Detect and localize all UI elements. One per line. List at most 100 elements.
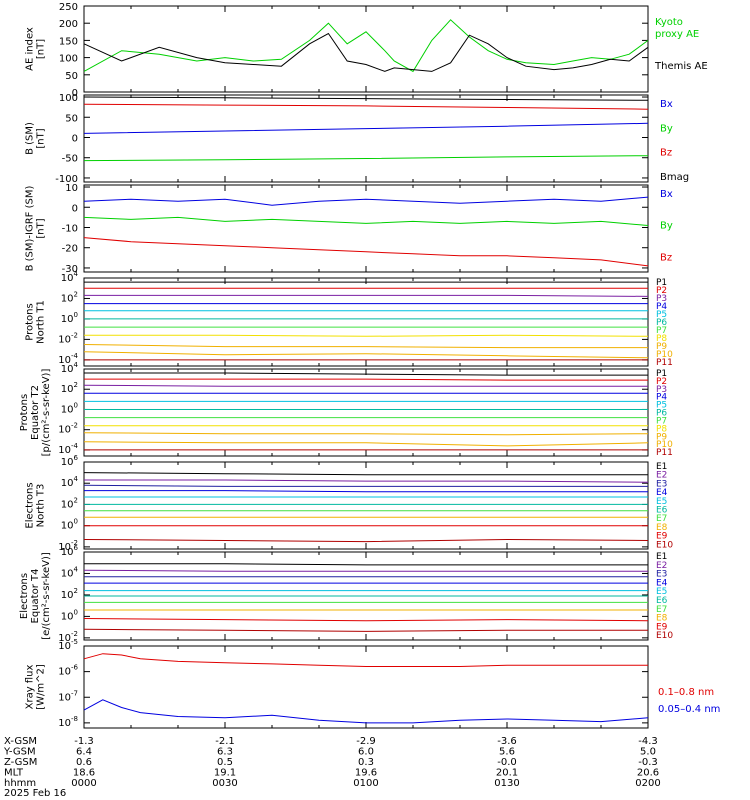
legend-label: E6 — [656, 596, 668, 606]
legend-label: E5 — [656, 497, 667, 507]
series-line-E1 — [83, 472, 648, 476]
series-line-P10 — [83, 441, 649, 447]
legend-label: P3 — [656, 294, 667, 304]
series-line-P3 — [84, 294, 649, 297]
y-axis-label: AE index — [25, 27, 36, 71]
series-line-Bmag — [83, 96, 649, 101]
footer-orbit-labels: X-GSM -1.3 -2.1 -2.9 -3.6 -4.3 Y-GSM 6.4 6.3 6.0 5… — [3, 736, 661, 799]
y-tick-label: 104 — [61, 270, 79, 284]
panel-bigrf: -30 -20 -10 0 10 B (SM)-IGRF (SM) [nT] Bx By Bz — [25, 183, 673, 275]
panel-bsm: -100 -50 0 50 100 B (SM) [nT] Bx By Bz Bmag — [25, 93, 690, 185]
y-tick-exponent: -2 — [71, 630, 78, 638]
footer-value: 0.5 — [217, 757, 233, 768]
y-tick-label: 0 — [72, 88, 78, 99]
legend-label: P7 — [656, 326, 667, 336]
series-line-0-1-0-8-nm — [83, 653, 648, 667]
footer-value: -0.3 — [638, 757, 658, 768]
series-line-E4 — [84, 490, 648, 493]
y-tick-exponent: -6 — [71, 664, 79, 672]
series-line-E1 — [84, 563, 648, 566]
footer-row-label: Z-GSM — [4, 757, 37, 768]
y-axis-label: North T3 — [36, 484, 47, 528]
y-tick-exponent: 6 — [74, 454, 79, 462]
y-tick-exponent: -2 — [71, 539, 78, 547]
legend-label: P8 — [656, 334, 667, 344]
y-tick-label: 102 — [61, 290, 78, 304]
footer-value: -4.3 — [638, 736, 658, 747]
y-tick-label: 0 — [72, 133, 78, 144]
legend-label: E3 — [656, 570, 667, 580]
series-line-Bx — [83, 122, 649, 134]
y-axis-label: Equator T4 — [30, 569, 41, 624]
y-tick-label: 200 — [59, 19, 78, 30]
y-tick-label: 10-5 — [58, 638, 78, 652]
legend-label: P10 — [656, 350, 673, 360]
legend-label: Bmag — [660, 172, 689, 183]
y-tick-label: 10 — [65, 183, 78, 194]
footer-value: -2.1 — [215, 736, 235, 747]
footer-value: -0.0 — [497, 757, 517, 768]
y-axis-label: [p/(cm²-s-sr-keV)] — [41, 369, 52, 457]
y-axis-label: [nT] — [36, 39, 47, 59]
y-tick-exponent: 4 — [74, 565, 79, 573]
y-tick-exponent: -7 — [71, 689, 78, 697]
y-tick-exponent: 0 — [74, 608, 78, 616]
y-tick-label: -20 — [62, 244, 78, 255]
series-line-Themis-AE — [83, 32, 649, 72]
footer-value: -1.3 — [74, 736, 94, 747]
footer-row-label: hhmm — [4, 778, 36, 789]
footer-value: 0030 — [212, 778, 237, 789]
series-line-E10 — [83, 538, 649, 543]
panel-frame — [83, 184, 649, 273]
legend-label: E10 — [656, 540, 673, 550]
footer-value: 20.6 — [637, 768, 659, 779]
legend-label: E9 — [656, 622, 668, 632]
legend-label: P4 — [656, 393, 667, 403]
y-tick-label: 104 — [61, 565, 79, 579]
y-tick-exponent: -2 — [71, 422, 78, 430]
legend-label: E7 — [656, 514, 667, 524]
footer-value: 0000 — [71, 778, 96, 789]
legend-label: 0.05–0.4 nm — [658, 704, 720, 715]
legend-label: P10 — [656, 440, 673, 450]
footer-value: 0200 — [635, 778, 660, 789]
legend-label: P8 — [656, 424, 667, 434]
legend-label: Bz — [660, 252, 672, 263]
y-axis-label: [nT] — [36, 218, 47, 238]
legend-label: P11 — [656, 448, 673, 458]
legend-label: Bx — [660, 189, 673, 200]
series-line-E3 — [83, 484, 648, 487]
footer-value: 6.4 — [76, 747, 92, 758]
legend-label: P9 — [656, 432, 667, 442]
legend-label: P1 — [656, 369, 667, 379]
legend-label: P4 — [656, 302, 667, 312]
y-tick-label: 102 — [61, 381, 78, 395]
y-axis-label: [e/(cm²-s-sr-keV)] — [41, 552, 52, 640]
legend-label: E10 — [656, 631, 673, 641]
y-axis-label: Protons — [25, 303, 36, 340]
y-tick-label: 50 — [65, 71, 78, 82]
series-line-P10 — [83, 351, 649, 359]
y-tick-label: 100 — [61, 608, 78, 622]
footer-date: 2025 Feb 16 — [4, 788, 66, 799]
y-tick-label: 100 — [61, 401, 78, 415]
series-line-Bz — [83, 237, 649, 267]
y-tick-exponent: 2 — [74, 381, 78, 389]
y-axis-label: Electrons — [25, 482, 36, 528]
series-line-By — [83, 216, 649, 226]
footer-value: 20.1 — [496, 768, 518, 779]
legend-label: By — [660, 221, 673, 232]
y-tick-label: 100 — [61, 518, 78, 532]
footer-value: 5.6 — [499, 747, 515, 758]
panel-frame — [83, 277, 649, 367]
legend-label: proxy AE — [655, 29, 699, 40]
series-line-P2 — [84, 378, 648, 381]
footer-value: 0130 — [494, 778, 519, 789]
footer-value: -2.9 — [356, 736, 376, 747]
y-tick-label: 150 — [59, 36, 78, 47]
panel-xray: 10-5 10-6 10-7 10-8 Xray flux [W/m^2] 0.1–0.8 … — [25, 638, 721, 729]
legend-label: Themis AE — [654, 61, 708, 72]
